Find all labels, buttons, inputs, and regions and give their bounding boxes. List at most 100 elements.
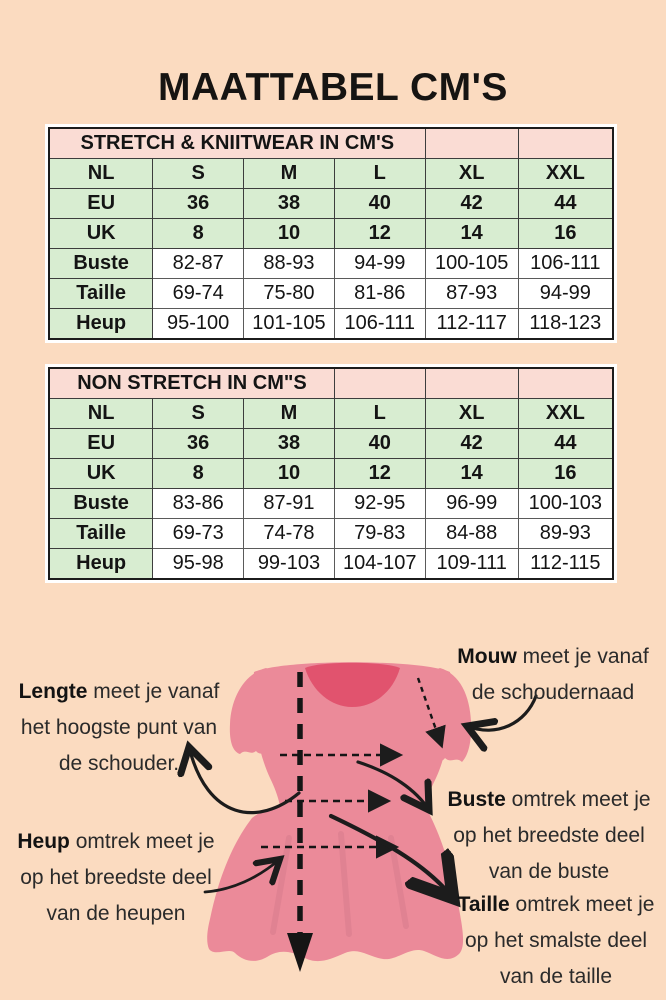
size-value: 74-78 <box>243 518 335 549</box>
size-value: 69-74 <box>152 278 245 309</box>
size-value: 109-111 <box>424 548 519 580</box>
size-value: L <box>333 158 426 189</box>
row-label: Heup <box>48 308 154 340</box>
size-value: 101-105 <box>243 308 335 340</box>
size-value: 95-98 <box>152 548 245 580</box>
row-label: Buste <box>48 248 154 279</box>
table-title: NON STRETCH IN CM"S <box>48 367 335 399</box>
table-row-taille: Taille 69-73 74-78 79-83 84-88 89-93 <box>48 518 614 549</box>
dress-body <box>207 662 464 962</box>
lengte-annotation-text: meet je vanaf het hoogste punt van de sc… <box>20 680 220 775</box>
heup-annotation-lead: Heup <box>17 830 70 853</box>
size-value: 83-86 <box>152 488 245 519</box>
size-value: 106-111 <box>517 248 614 279</box>
row-label: NL <box>48 398 154 429</box>
buste-annotation: Buste omtrek meet je op het breedste dee… <box>437 782 661 890</box>
row-label: Heup <box>48 548 154 580</box>
table-row-eu: EU 36 38 40 42 44 <box>48 428 614 459</box>
size-value: 14 <box>424 458 519 489</box>
row-label: EU <box>48 428 154 459</box>
row-label: Taille <box>48 278 154 309</box>
size-value: 10 <box>243 458 335 489</box>
size-value: 87-93 <box>424 278 519 309</box>
dress-neckline <box>305 662 400 707</box>
size-value: 10 <box>243 218 335 249</box>
size-value: XXL <box>517 158 614 189</box>
size-value: 69-73 <box>152 518 245 549</box>
heup-annotation-text: omtrek meet je op het breedste deel van … <box>20 830 215 925</box>
size-value: 36 <box>152 428 245 459</box>
buste-annotation-arrow <box>356 760 429 810</box>
size-value: 118-123 <box>517 308 614 340</box>
lengte-annotation: Lengte meet je vanaf het hoogste punt va… <box>8 674 230 782</box>
size-value: 84-88 <box>424 518 519 549</box>
table-title-row: NON STRETCH IN CM"S <box>48 367 614 399</box>
size-value: 100-103 <box>517 488 614 519</box>
size-value: 82-87 <box>152 248 245 279</box>
buste-annotation-lead: Buste <box>447 788 506 811</box>
size-value: 112-117 <box>424 308 519 340</box>
mouw-annotation: Mouw meet je vanaf de schoudernaad <box>447 639 659 711</box>
size-value: XL <box>424 158 519 189</box>
size-value: S <box>152 398 245 429</box>
size-value: 38 <box>243 188 335 219</box>
size-value: 106-111 <box>333 308 426 340</box>
table-row-taille: Taille 69-74 75-80 81-86 87-93 94-99 <box>48 278 614 309</box>
taille-annotation: Taille omtrek meet je op het smalste dee… <box>449 887 663 995</box>
heup-annotation: Heup omtrek meet je op het breedste deel… <box>6 824 226 932</box>
table-title-empty-cell <box>517 367 614 399</box>
size-value: 89-93 <box>517 518 614 549</box>
stretch-knitwear-size-table: STRETCH & KNIITWEAR IN CM'S NL S M L XL XXL EU 3… <box>48 127 614 340</box>
dress-measurement-diagram <box>0 662 538 972</box>
size-value: 112-115 <box>517 548 614 580</box>
row-label: NL <box>48 158 154 189</box>
size-value: 87-91 <box>243 488 335 519</box>
table-title-empty-cell <box>517 127 614 159</box>
non-stretch-size-table: NON STRETCH IN CM"S NL S M L XL XXL EU 36 38 40 42 4… <box>48 367 614 580</box>
size-value: 8 <box>152 218 245 249</box>
row-label: Taille <box>48 518 154 549</box>
table-row-buste: Buste 83-86 87-91 92-95 96-99 100-103 <box>48 488 614 519</box>
size-value: 14 <box>424 218 519 249</box>
heup-annotation-arrow <box>203 859 280 894</box>
table-title-empty-cell <box>424 367 519 399</box>
table-row-heup: Heup 95-98 99-103 104-107 109-111 112-115 <box>48 548 614 580</box>
size-value: 38 <box>243 428 335 459</box>
size-value: 99-103 <box>243 548 335 580</box>
size-value: M <box>243 398 335 429</box>
size-value: 40 <box>333 428 426 459</box>
lengte-annotation-arrow <box>189 747 301 815</box>
table-row-uk: UK 8 10 12 14 16 <box>48 218 614 249</box>
size-value: 88-93 <box>243 248 335 279</box>
size-value: 8 <box>152 458 245 489</box>
table-title-empty-cell <box>424 127 519 159</box>
size-value: 81-86 <box>333 278 426 309</box>
size-value: 94-99 <box>333 248 426 279</box>
row-label: EU <box>48 188 154 219</box>
length-measure-arrowhead <box>287 933 313 972</box>
taille-annotation-lead: Taille <box>457 893 510 916</box>
size-value: 42 <box>424 428 519 459</box>
size-value: 94-99 <box>517 278 614 309</box>
mouw-annotation-lead: Mouw <box>457 645 517 668</box>
size-value: 42 <box>424 188 519 219</box>
table-row-eu: EU 36 38 40 42 44 <box>48 188 614 219</box>
size-value: 96-99 <box>424 488 519 519</box>
size-value: 44 <box>517 188 614 219</box>
stretch-knitwear-table-wrap: STRETCH & KNIITWEAR IN CM'S NL S M L XL XXL EU 3… <box>48 127 614 340</box>
page-title: MAATTABEL CM'S <box>158 66 508 110</box>
size-value: XL <box>424 398 519 429</box>
size-value: S <box>152 158 245 189</box>
size-value: 92-95 <box>333 488 426 519</box>
taille-annotation-arrow <box>328 813 453 898</box>
size-value: 12 <box>333 218 426 249</box>
table-row-nl: NL S M L XL XXL <box>48 398 614 429</box>
row-label: UK <box>48 458 154 489</box>
mouw-annotation-arrow <box>467 694 538 730</box>
table-title-empty-cell <box>333 367 426 399</box>
size-value: 36 <box>152 188 245 219</box>
size-value: M <box>243 158 335 189</box>
size-value: 75-80 <box>243 278 335 309</box>
size-value: 16 <box>517 218 614 249</box>
